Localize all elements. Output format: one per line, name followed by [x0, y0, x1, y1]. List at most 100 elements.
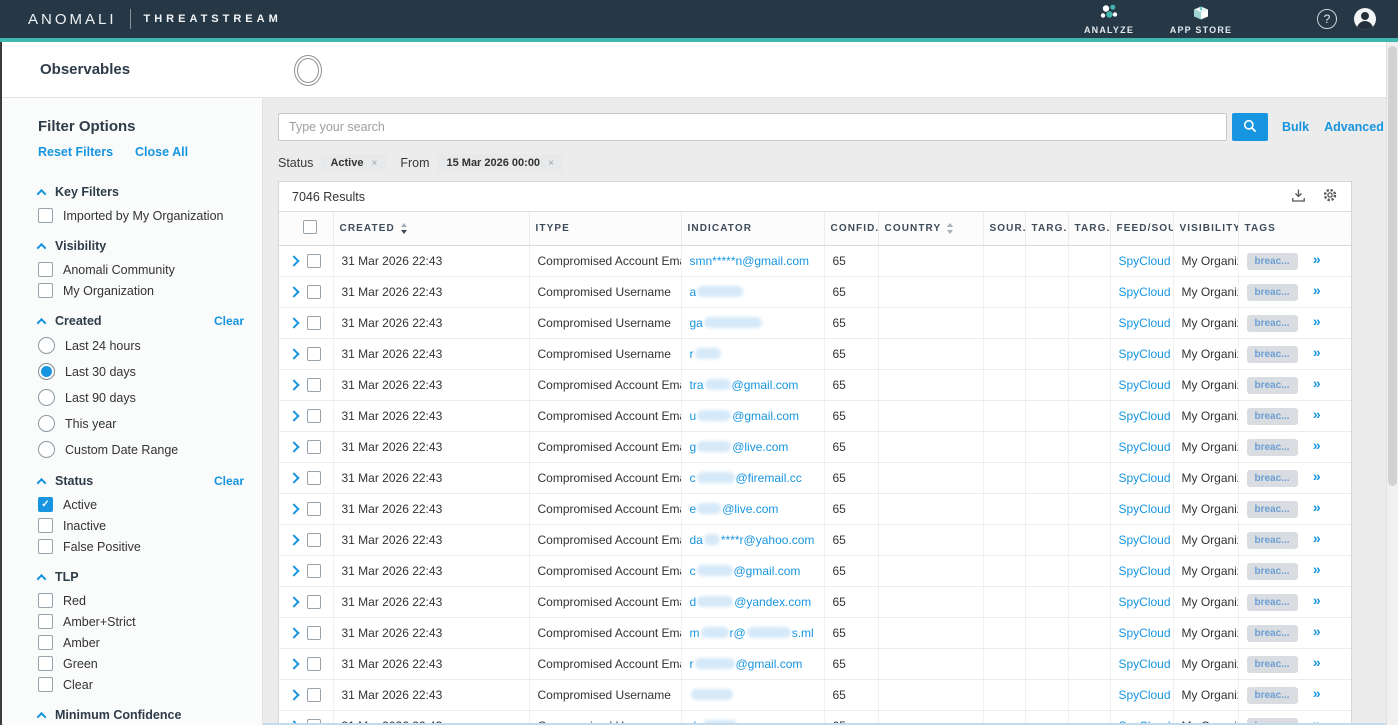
indicator-link[interactable] [690, 688, 734, 702]
column-header-target_a[interactable]: TARG... [1025, 212, 1069, 246]
checkbox-icon[interactable] [38, 497, 53, 512]
chevron-up-icon[interactable] [36, 573, 47, 584]
row-checkbox[interactable] [307, 377, 321, 392]
clear-link[interactable]: Clear [213, 314, 244, 328]
radio-icon[interactable] [38, 337, 55, 354]
checkbox-icon[interactable] [38, 283, 53, 298]
select-all-checkbox[interactable] [303, 219, 317, 234]
expand-chevron-icon[interactable] [288, 471, 300, 484]
advanced-link[interactable]: Advanced [1324, 120, 1384, 134]
indicator-link[interactable]: r [690, 347, 722, 361]
checkbox-icon[interactable] [38, 539, 53, 554]
indicator-link[interactable]: e @live.com [690, 502, 779, 516]
feed-link[interactable]: SpyCloud - [ [1119, 719, 1173, 725]
column-header-source[interactable]: SOUR... [983, 212, 1026, 246]
double-chevron-icon[interactable]: » [1312, 375, 1321, 391]
expand-chevron-icon[interactable] [288, 316, 300, 329]
row-checkbox[interactable] [307, 315, 321, 330]
indicator-link[interactable]: g @live.com [690, 440, 789, 454]
radio-icon[interactable] [38, 389, 55, 406]
tag-chip[interactable]: breac... [1246, 253, 1298, 270]
expand-chevron-icon[interactable] [288, 533, 300, 546]
feed-link[interactable]: SpyCloud - [ [1118, 532, 1173, 547]
user-avatar-icon[interactable] [1354, 8, 1376, 30]
radio-option-last-30-days[interactable]: Last 30 days [38, 363, 244, 380]
double-chevron-icon[interactable]: » [1312, 437, 1321, 453]
tag-chip[interactable]: breac... [1246, 594, 1298, 611]
row-checkbox[interactable] [307, 563, 321, 578]
expand-chevron-icon[interactable] [288, 657, 300, 670]
double-chevron-icon[interactable]: » [1312, 654, 1321, 670]
checkbox-icon[interactable] [38, 635, 53, 650]
bulk-link[interactable]: Bulk [1282, 120, 1310, 134]
checkbox-option-my-organization[interactable]: My Organization [38, 283, 244, 298]
tag-chip[interactable]: breac... [1246, 563, 1298, 580]
search-input[interactable] [278, 113, 1227, 141]
double-chevron-icon[interactable]: » [1312, 623, 1321, 639]
tag-chip[interactable]: breac... [1246, 346, 1298, 363]
row-checkbox[interactable] [307, 408, 321, 423]
double-chevron-icon[interactable]: » [1312, 406, 1321, 422]
checkbox-icon[interactable] [38, 614, 53, 629]
indicator-link[interactable]: a [690, 285, 745, 299]
tag-chip[interactable]: breac... [1246, 470, 1298, 487]
tag-chip[interactable]: breac... [1246, 501, 1298, 518]
indicator-link[interactable]: m r@ s.ml [690, 626, 814, 640]
indicator-link[interactable]: r @gmail.com [690, 657, 803, 671]
double-chevron-icon[interactable]: » [1312, 468, 1321, 484]
column-header-visibility[interactable]: VISIBILITY [1173, 212, 1239, 246]
feed-link[interactable]: SpyCloud - [ [1118, 284, 1173, 299]
feed-link[interactable]: SpyCloud - [ [1118, 687, 1173, 702]
feed-link[interactable]: SpyCloud - [ [1118, 253, 1173, 268]
search-button[interactable] [1232, 113, 1268, 141]
tag-chip[interactable]: breac... [1246, 625, 1298, 642]
checkbox-option-imported-by-my-organization[interactable]: Imported by My Organization [38, 208, 244, 223]
column-header-created[interactable]: CREATED [333, 212, 530, 246]
chevron-up-icon[interactable] [36, 242, 47, 253]
tag-chip[interactable]: breac... [1246, 315, 1298, 332]
radio-icon[interactable] [38, 363, 55, 380]
help-icon[interactable]: ? [1317, 9, 1337, 29]
expand-chevron-icon[interactable] [288, 440, 300, 453]
row-checkbox[interactable] [307, 284, 321, 299]
nav-item-analyze[interactable]: ANALYZE [1063, 4, 1155, 35]
indicator-link[interactable]: dc [690, 719, 739, 725]
column-header-confidence[interactable]: CONFID... [824, 212, 879, 246]
indicator-link[interactable]: ga [690, 316, 763, 330]
sort-icon[interactable] [400, 222, 408, 234]
row-checkbox[interactable] [307, 594, 321, 609]
feed-link[interactable]: SpyCloud - [ [1118, 408, 1173, 423]
checkbox-icon[interactable] [38, 593, 53, 608]
checkbox-icon[interactable] [38, 656, 53, 671]
column-header-itype[interactable]: ITYPE [529, 212, 682, 246]
double-chevron-icon[interactable]: » [1312, 282, 1321, 298]
brand-logo[interactable]: ANOMALI THREATSTREAM [28, 9, 282, 29]
checkbox-option-anomali-community[interactable]: Anomali Community [38, 262, 244, 277]
expand-chevron-icon[interactable] [288, 564, 300, 577]
double-chevron-icon[interactable]: » [1312, 561, 1321, 577]
filter-chip-from[interactable]: 15 Mar 2026 00:00 × [437, 154, 563, 172]
tag-chip[interactable]: breac... [1246, 656, 1298, 673]
checkbox-icon[interactable] [38, 208, 53, 223]
double-chevron-icon[interactable]: » [1312, 592, 1321, 608]
radio-icon[interactable] [38, 415, 55, 432]
tag-chip[interactable]: breac... [1246, 377, 1298, 394]
checkbox-icon[interactable] [38, 262, 53, 277]
indicator-link[interactable]: smn*****n@gmail.com [690, 254, 810, 268]
double-chevron-icon[interactable]: » [1312, 499, 1321, 515]
indicator-link[interactable]: c @firemail.cc [690, 471, 802, 485]
expand-chevron-icon[interactable] [288, 409, 300, 422]
nav-item-app-store[interactable]: APP STORE [1155, 4, 1247, 35]
checkbox-option-false-positive[interactable]: False Positive [38, 539, 244, 554]
chevron-up-icon[interactable] [36, 188, 47, 199]
column-header-tags[interactable]: TAGS [1238, 212, 1351, 246]
checkbox-option-amber[interactable]: Amber [38, 635, 244, 650]
checkbox-option-amber-strict[interactable]: Amber+Strict [38, 614, 244, 629]
tag-chip[interactable]: breac... [1246, 408, 1298, 425]
sort-icon[interactable] [947, 222, 954, 234]
reset-filters-link[interactable]: Reset Filters [38, 145, 114, 159]
expand-chevron-icon[interactable] [288, 595, 300, 608]
row-checkbox[interactable] [307, 656, 321, 671]
tag-chip[interactable]: breac... [1246, 532, 1298, 549]
radio-option-this-year[interactable]: This year [38, 415, 244, 432]
